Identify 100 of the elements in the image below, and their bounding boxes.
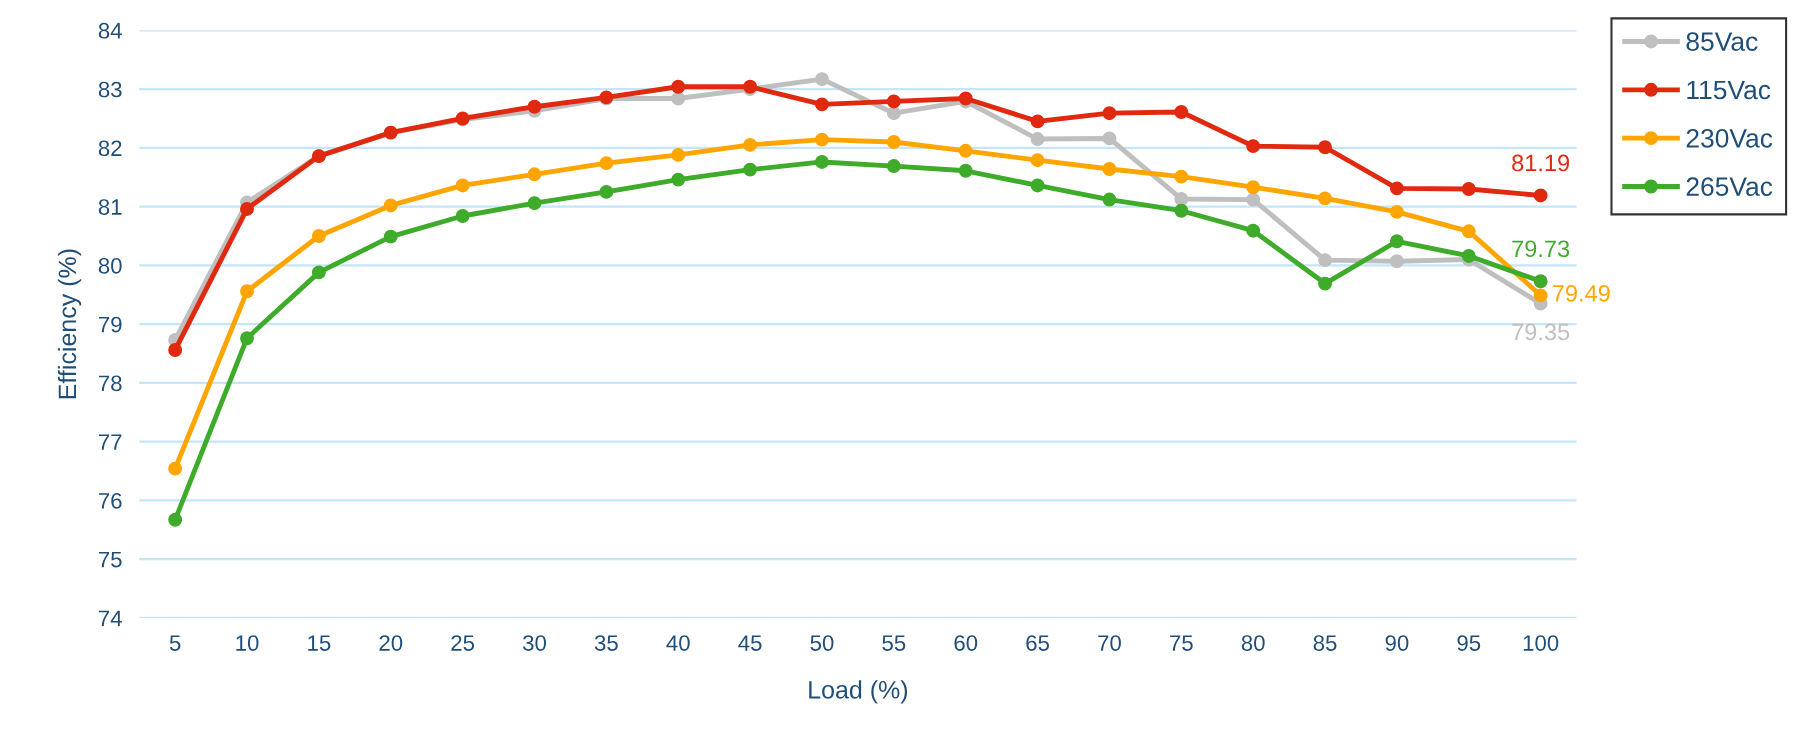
point	[815, 97, 829, 112]
point	[1318, 276, 1332, 291]
legend-label: 115Vac	[1687, 80, 1771, 100]
x-axis-title: Load (%)	[809, 680, 908, 704]
x-tick-label: 90	[1385, 635, 1409, 651]
point	[1174, 203, 1189, 218]
legend-label: 265Vac	[1686, 177, 1773, 196]
y-tick-label: 79	[98, 316, 122, 333]
y-tick-label: 84	[98, 22, 122, 39]
point	[168, 512, 183, 527]
y-tick-label: 77	[98, 434, 122, 450]
y-tick-label: 81	[98, 199, 122, 215]
point	[240, 284, 254, 299]
x-tick-label: 45	[738, 635, 762, 651]
x-tick-label: 25	[451, 635, 475, 651]
x-tick-label: 15	[308, 635, 331, 651]
data-label: 79.49	[1552, 284, 1610, 302]
point	[1318, 191, 1332, 206]
x-tick-label: 95	[1457, 635, 1481, 651]
point	[1461, 224, 1476, 239]
x-tick-label: 50	[810, 635, 834, 651]
point	[1030, 153, 1045, 168]
point	[455, 178, 470, 193]
point	[1030, 132, 1045, 146]
point	[527, 196, 542, 211]
point	[1533, 288, 1548, 303]
y-axis-title: Efficiency (%)	[57, 249, 82, 399]
point	[1461, 249, 1476, 263]
point	[1246, 192, 1261, 207]
point	[1030, 114, 1045, 129]
y-tick-label: 80	[98, 257, 122, 274]
point	[886, 159, 901, 174]
point	[1246, 180, 1261, 195]
point	[1030, 178, 1045, 193]
point	[1461, 182, 1476, 196]
point	[527, 99, 542, 114]
point	[1102, 106, 1117, 121]
point	[1246, 139, 1261, 154]
point	[599, 156, 614, 171]
point	[1174, 105, 1189, 119]
data-label: 79.73	[1512, 240, 1570, 258]
point	[1533, 188, 1548, 203]
x-tick-label: 75	[1170, 635, 1193, 651]
point	[671, 172, 686, 187]
point	[886, 94, 901, 109]
x-tick-label: 80	[1241, 635, 1265, 651]
point	[168, 461, 183, 476]
point	[599, 184, 614, 199]
point	[1389, 204, 1404, 219]
point	[886, 106, 901, 121]
point	[815, 132, 829, 147]
point	[311, 229, 326, 243]
x-tick-label: 85	[1313, 635, 1337, 651]
point	[958, 163, 973, 178]
legend-label: 230Vac	[1686, 128, 1773, 148]
point	[1318, 253, 1332, 268]
x-tick-label: 55	[882, 635, 906, 651]
point	[671, 91, 686, 106]
point	[743, 137, 758, 152]
point	[1174, 192, 1189, 206]
point	[383, 229, 398, 244]
x-tick-label: 40	[666, 635, 690, 651]
point	[815, 155, 829, 169]
point	[1389, 254, 1404, 269]
point	[1102, 162, 1117, 176]
data-label: 79.35	[1512, 323, 1570, 341]
x-tick-label: 20	[379, 635, 403, 651]
y-tick-label: 78	[98, 375, 122, 392]
x-tick-label: 30	[522, 635, 546, 651]
y-tick-label: 76	[98, 492, 122, 509]
point	[240, 331, 254, 346]
point	[671, 79, 686, 94]
point	[1102, 192, 1117, 207]
point	[240, 202, 254, 216]
y-tick-label: 75	[98, 551, 122, 568]
point	[455, 209, 470, 223]
x-tick-label: 5	[169, 635, 181, 651]
point	[1389, 234, 1404, 249]
point	[815, 72, 829, 87]
point	[383, 198, 398, 213]
point	[1318, 140, 1332, 155]
x-tick-label: 100	[1523, 635, 1559, 651]
point	[311, 265, 326, 280]
point	[1174, 169, 1189, 184]
y-tick-label: 74	[98, 610, 122, 626]
point	[168, 343, 183, 357]
point	[1246, 223, 1261, 238]
x-tick-label: 10	[236, 635, 259, 651]
point	[743, 162, 758, 177]
point	[1389, 181, 1404, 196]
y-tick-label: 83	[98, 81, 122, 98]
point	[1533, 274, 1548, 289]
legend-label: 85Vac	[1686, 32, 1758, 51]
point	[527, 167, 542, 182]
x-tick-label: 70	[1098, 635, 1121, 651]
x-tick-label: 65	[1026, 635, 1049, 651]
data-label: 81.19	[1512, 154, 1570, 172]
point	[1102, 131, 1117, 146]
y-tick-label: 82	[98, 140, 122, 157]
x-tick-label: 35	[594, 635, 618, 651]
